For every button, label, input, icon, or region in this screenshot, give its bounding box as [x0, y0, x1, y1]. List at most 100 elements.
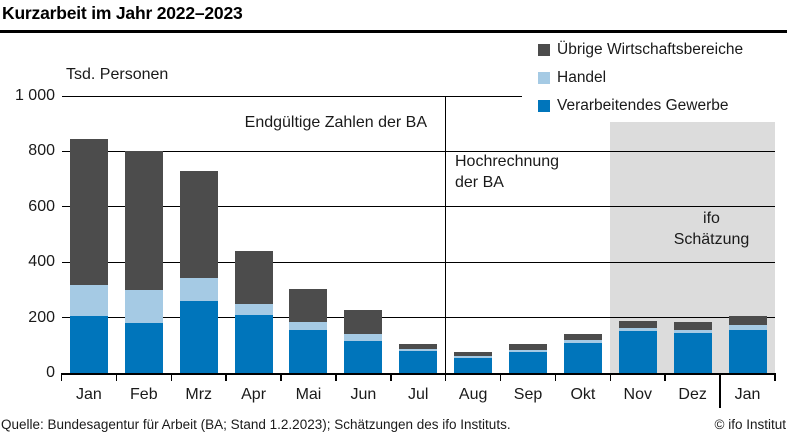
- x-tick-label-okt-9: Okt: [570, 386, 596, 403]
- annotation-line: Hochrechnung: [455, 153, 560, 170]
- annotation-line: ifo: [703, 210, 720, 227]
- x-tick-label-jan-0: Jan: [76, 386, 102, 403]
- legend-item-handel: Handel: [538, 64, 743, 92]
- gridline-200: [61, 317, 775, 319]
- x-tick-label-dez-11: Dez: [678, 386, 707, 403]
- x-axis-tick: [499, 373, 502, 381]
- bar-segment-dez-11: [673, 332, 712, 374]
- bar-segment-jul-6: [399, 351, 438, 374]
- bar-segment-sep-8: [509, 351, 548, 374]
- bar-segment-jun-5: [344, 334, 383, 342]
- bar-segment-jan-0: [69, 138, 108, 285]
- y-tick-label-600: 600: [28, 197, 55, 215]
- annotation-ba-projection: Hochrechnung der BA: [455, 151, 559, 193]
- x-axis-tick: [60, 373, 63, 381]
- annotation-line: der BA: [455, 174, 504, 191]
- bar-segment-okt-9: [563, 333, 602, 341]
- legend-label: Handel: [557, 69, 607, 86]
- gridline-400: [61, 261, 775, 263]
- bar-segment-jul-6: [399, 344, 438, 350]
- bar-segment-nov-10: [618, 330, 657, 374]
- bar-segment-jan-0: [69, 284, 108, 317]
- gridline-800: [61, 150, 775, 152]
- legend-swatch-blue: [538, 100, 550, 112]
- x-tick-label-sep-8: Sep: [513, 386, 543, 403]
- bar-segment-aug-7: [454, 351, 493, 357]
- bar-segment-jan-12: [728, 324, 767, 331]
- bar-segment-apr-3: [234, 315, 273, 374]
- gridline-600: [61, 206, 775, 208]
- annotation-final-ba-figures: Endgültige Zahlen der BA: [244, 114, 427, 131]
- x-axis-tick: [554, 373, 557, 381]
- x-tick-label-apr-3: Apr: [241, 386, 267, 403]
- bar-segment-jun-5: [344, 309, 383, 335]
- bar-segment-jan-0: [69, 316, 108, 374]
- bar-segment-sep-8: [509, 344, 548, 350]
- bar-segment-mrz-2: [179, 301, 218, 374]
- x-axis-tick: [225, 373, 227, 381]
- bar-segment-jan-12: [728, 330, 767, 374]
- section-divider-line: [444, 96, 447, 374]
- y-tick-label-800: 800: [28, 142, 55, 160]
- legend-swatch-light-blue: [538, 72, 550, 84]
- x-tick-label-nov-10: Nov: [623, 386, 652, 403]
- annotation-line: Schätzung: [673, 231, 750, 248]
- bar-segment-apr-3: [234, 251, 273, 304]
- x-axis-tick: [664, 373, 666, 381]
- legend-swatch-dark-gray: [538, 44, 550, 56]
- bar-segment-mai-4: [289, 288, 328, 322]
- bar-segment-feb-1: [124, 151, 163, 291]
- bar-segment-okt-9: [563, 340, 602, 343]
- bar-segment-dez-11: [673, 329, 712, 333]
- x-axis-line: [61, 373, 776, 375]
- year-separator-tick: [719, 373, 721, 409]
- y-tick-label-400: 400: [28, 253, 55, 271]
- x-tick-label-feb-1: Feb: [130, 386, 158, 403]
- y-tick-label-200: 200: [28, 308, 55, 326]
- annotation-ifo-estimate: ifo Schätzung: [629, 208, 787, 250]
- x-axis-tick: [170, 373, 173, 381]
- legend: Übrige Wirtschaftsbereiche Handel Verarb…: [538, 36, 743, 120]
- bar-segment-aug-7: [454, 356, 493, 359]
- x-axis-tick: [774, 373, 776, 381]
- gridline-1000: [61, 95, 522, 97]
- legend-label: Übrige Wirtschaftsbereiche: [557, 41, 744, 58]
- legend-label: Verarbeitendes Gewerbe: [557, 97, 729, 114]
- y-tick-label-1000: 1 000: [14, 87, 55, 104]
- x-axis-tick: [390, 373, 392, 381]
- source-note: Quelle: Bundesagentur für Arbeit (BA; St…: [1, 417, 511, 432]
- copyright-note: © ifo Institut: [714, 417, 786, 432]
- bar-segment-mrz-2: [179, 170, 218, 278]
- legend-item-uebrige: Übrige Wirtschaftsbereiche: [538, 36, 743, 64]
- bar-segment-nov-10: [618, 321, 657, 329]
- bar-segment-apr-3: [234, 303, 273, 316]
- x-tick-label-jan-12: Jan: [734, 386, 761, 403]
- bar-segment-feb-1: [124, 323, 163, 374]
- x-axis-tick: [335, 373, 337, 381]
- x-axis-tick: [444, 373, 447, 381]
- x-tick-label-jun-5: Jun: [350, 386, 377, 403]
- footer: Quelle: Bundesagentur für Arbeit (BA; St…: [1, 417, 786, 432]
- bar-segment-jul-6: [399, 349, 438, 352]
- bar-segment-nov-10: [618, 328, 657, 331]
- x-tick-label-jul-6: Jul: [408, 386, 429, 403]
- x-axis-tick: [609, 373, 612, 381]
- bar-segment-aug-7: [454, 358, 493, 374]
- x-tick-label-aug-7: Aug: [458, 386, 488, 403]
- x-axis-tick: [115, 373, 118, 381]
- bar-segment-jun-5: [344, 341, 383, 374]
- bar-segment-jan-12: [728, 316, 767, 325]
- x-tick-label-mrz-2: Mrz: [185, 386, 213, 403]
- chart-title: Kurzarbeit im Jahr 2022–2023: [2, 3, 243, 23]
- title-divider: [0, 30, 787, 33]
- bar-segment-dez-11: [673, 321, 712, 330]
- bar-segment-okt-9: [563, 342, 602, 374]
- x-axis-tick: [280, 373, 282, 381]
- y-axis-unit-label: Tsd. Personen: [66, 66, 169, 83]
- bar-segment-feb-1: [124, 290, 163, 324]
- bar-segment-sep-8: [509, 349, 548, 352]
- bar-segment-mai-4: [289, 321, 328, 331]
- x-tick-label-mai-4: Mai: [295, 386, 322, 403]
